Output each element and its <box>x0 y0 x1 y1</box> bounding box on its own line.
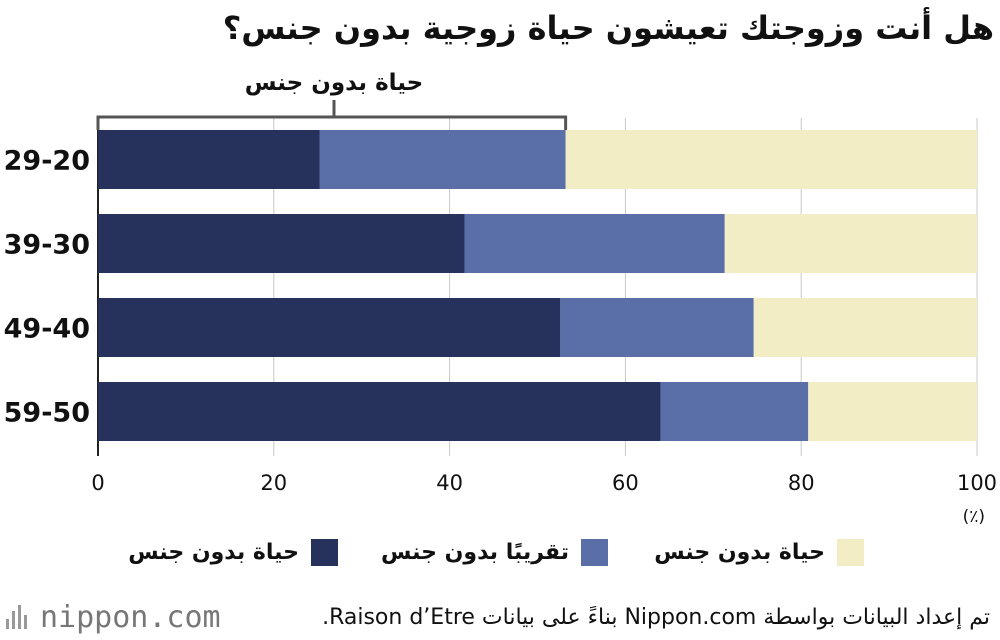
category-labels: 29-20 39-30 49-40 59-50 <box>4 146 90 429</box>
legend-swatch <box>837 538 864 566</box>
category-label: 59-50 <box>4 398 90 429</box>
x-tick-label: 40 <box>436 471 463 495</box>
nippon-logo: nippon.com <box>6 598 221 636</box>
legend-item-series-2: تقريبًا بدون جنس <box>381 537 608 567</box>
stacked-bar-chart: حياة بدون جنس 29-20 39-30 49-40 59-50 0 20 40… <box>4 70 997 527</box>
bar-29-20-series-2 <box>319 130 566 189</box>
category-label: 39-30 <box>4 230 90 261</box>
x-tick-label: 80 <box>788 471 815 495</box>
bar-29-20-series-1 <box>98 130 320 189</box>
x-tick-label: 0 <box>91 471 104 495</box>
bar-29-20-series-3 <box>565 130 977 189</box>
bar-39-30-series-3 <box>724 214 977 273</box>
legend-label: حياة بدون جنس <box>128 539 299 565</box>
x-tick-labels: 0 20 40 60 80 100 <box>91 471 997 495</box>
x-tick-label: 100 <box>957 471 997 495</box>
bar-59-50-series-2 <box>660 382 809 441</box>
legend-item-series-1: حياة بدون جنس <box>128 537 338 567</box>
legend-label: تقريبًا بدون جنس <box>381 539 569 565</box>
category-label: 29-20 <box>4 146 90 177</box>
bar-39-30-series-1 <box>98 214 465 273</box>
legend-swatch <box>581 538 608 566</box>
source-note: تم إعداد البيانات بواسطة Nippon.com بناء… <box>322 605 990 630</box>
bar-59-50-series-3 <box>808 382 977 441</box>
unit-label: (٪) <box>963 507 985 527</box>
logo-text: nippon.com <box>40 599 221 635</box>
bar-39-30-series-2 <box>464 214 725 273</box>
bracket-label: حياة بدون جنس <box>245 70 424 96</box>
x-tick-label: 20 <box>260 471 287 495</box>
bar-49-40-series-2 <box>560 298 754 357</box>
bracket <box>96 100 568 130</box>
x-tick-label: 60 <box>612 471 639 495</box>
legend-swatch <box>311 538 338 566</box>
chart-title: هل أنت وزوجتك تعيشون حياة زوجية بدون جنس… <box>222 9 994 47</box>
logo-bars-icon <box>6 605 30 629</box>
bar-49-40-series-3 <box>753 298 977 357</box>
legend-item-series-3: حياة بدون جنس <box>654 537 864 567</box>
bracket-line <box>96 115 568 130</box>
bar-59-50-series-1 <box>98 382 661 441</box>
legend-label: حياة بدون جنس <box>654 539 825 565</box>
bars <box>98 130 977 441</box>
bar-49-40-series-1 <box>98 298 561 357</box>
category-label: 49-40 <box>4 314 90 345</box>
